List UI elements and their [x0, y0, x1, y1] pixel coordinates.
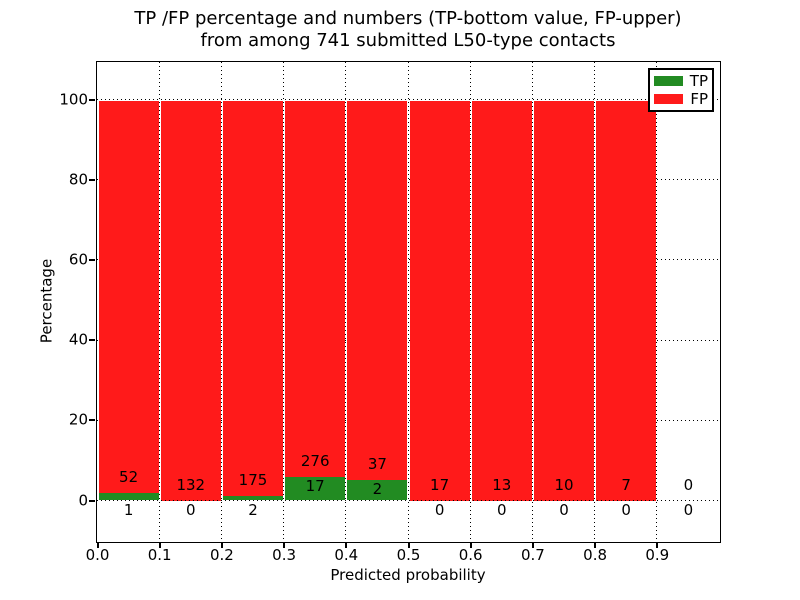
x-tick: [220, 542, 223, 548]
y-tick-label: 100: [59, 90, 88, 108]
bar-tp: [222, 495, 284, 501]
x-tick: [656, 542, 659, 548]
bar-fp: [471, 99, 532, 501]
plot-area: [97, 62, 719, 541]
fp-count-label: 276: [300, 452, 330, 471]
y-tick-label: 0: [78, 491, 88, 509]
fp-count-label: 37: [367, 454, 387, 473]
tp-count-label: 0: [683, 500, 694, 519]
tp-count-label: 2: [372, 479, 383, 498]
legend-label-tp: TP: [689, 71, 708, 90]
grid-line-vertical: [283, 62, 285, 541]
chart-title: TP /FP percentage and numbers (TP-bottom…: [8, 8, 800, 52]
bar-fp: [285, 99, 346, 478]
y-tick-label: 40: [68, 330, 88, 349]
x-tick: [283, 542, 286, 548]
chart-title-line1: TP /FP percentage and numbers (TP-bottom…: [134, 8, 682, 29]
x-tick-label: 0.3: [272, 546, 297, 564]
fp-count-label: 132: [176, 475, 206, 494]
y-tick: [89, 339, 95, 342]
y-tick: [89, 258, 95, 261]
x-tick: [96, 542, 99, 548]
tp-count-label: 0: [621, 500, 631, 519]
y-tick-label: 80: [68, 170, 88, 189]
bar-fp: [533, 99, 595, 501]
x-tick-label: 0.9: [645, 546, 670, 564]
tp-count-label: 0: [434, 500, 445, 519]
x-axis-label: Predicted probability: [330, 566, 486, 584]
x-tick-label: 0.0: [85, 546, 110, 564]
bar-tp: [347, 479, 408, 501]
fp-count-label: 7: [621, 475, 631, 494]
grid-line-vertical: [594, 62, 596, 541]
legend-entry-tp: TP: [654, 71, 708, 90]
x-tick-label: 0.8: [583, 546, 608, 564]
fp-count-label: 10: [554, 475, 574, 494]
fp-count-label: 13: [492, 475, 512, 494]
bar-tp: [285, 477, 346, 501]
x-tick-label: 0.5: [396, 546, 421, 564]
legend: TP FP: [648, 68, 714, 112]
y-tick: [89, 178, 95, 181]
grid-line-vertical: [345, 62, 347, 541]
tp-count-label: 0: [559, 500, 569, 519]
legend-swatch-tp-icon: [654, 76, 683, 86]
x-tick: [407, 542, 410, 548]
y-tick-label: 20: [68, 410, 88, 429]
grid-line-vertical: [158, 62, 160, 541]
x-tick-label: 0.6: [458, 546, 483, 564]
bar-fp: [160, 99, 221, 501]
x-tick: [345, 542, 348, 548]
tp-count-label: 0: [186, 500, 196, 519]
legend-swatch-fp-icon: [654, 94, 684, 104]
fp-count-label: 52: [119, 467, 139, 486]
fp-count-label: 17: [430, 475, 450, 494]
tp-count-label: 1: [123, 500, 134, 519]
grid-line-vertical: [220, 62, 222, 541]
grid-line-vertical: [469, 62, 471, 541]
bar-fp: [596, 99, 657, 501]
grid-line-horizontal: [97, 500, 719, 501]
x-tick-label: 0.7: [520, 546, 545, 564]
bar-fp: [409, 99, 470, 501]
tp-count-label: 17: [305, 477, 325, 496]
y-tick: [89, 499, 95, 502]
legend-entry-fp: FP: [654, 89, 708, 108]
y-axis-label: Percentage: [37, 258, 56, 344]
fp-count-label: 0: [683, 475, 694, 494]
bar-fp: [347, 99, 408, 480]
chart-title-line2: from among 741 submitted L50-type contac…: [200, 30, 616, 51]
x-tick: [469, 542, 472, 548]
tp-count-label: 2: [248, 500, 258, 519]
x-tick: [531, 542, 534, 548]
bar-fp: [98, 99, 159, 493]
tp-count-label: 0: [497, 500, 507, 519]
y-tick: [89, 98, 95, 101]
grid-line-vertical: [656, 62, 658, 541]
legend-label-fp: FP: [690, 89, 708, 108]
x-tick-label: 0.4: [334, 546, 359, 564]
bar-tp: [98, 492, 159, 501]
grid-line-vertical: [531, 62, 533, 541]
fp-count-label: 175: [238, 470, 268, 489]
y-tick: [89, 419, 95, 422]
x-tick: [594, 542, 597, 548]
grid-line-vertical: [407, 62, 409, 541]
x-tick-label: 0.1: [147, 546, 172, 564]
x-tick: [158, 542, 161, 548]
y-tick-label: 60: [68, 250, 88, 269]
bar-fp: [222, 99, 284, 496]
x-tick-label: 0.2: [209, 546, 234, 564]
